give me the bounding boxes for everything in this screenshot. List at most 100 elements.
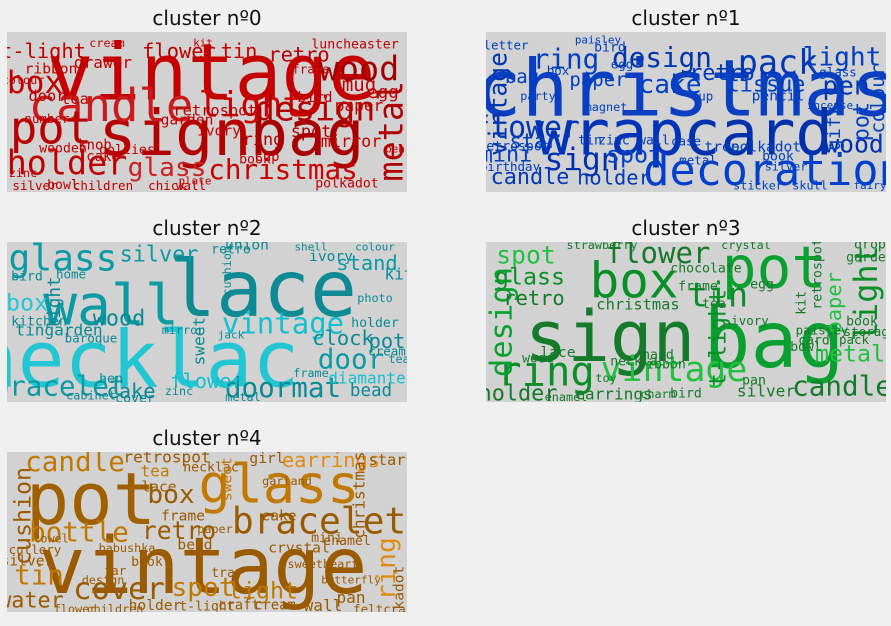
- word-drawer: drawer: [74, 53, 132, 72]
- word-kitchen: kitchen: [11, 315, 67, 330]
- word-tea: tea: [61, 90, 89, 108]
- word-pack: pack: [839, 332, 870, 347]
- word-kit: kit: [384, 265, 407, 284]
- word-bracelet: bracelet: [232, 499, 406, 542]
- word-hen: hen: [99, 372, 123, 387]
- word-pen: pen: [822, 71, 869, 101]
- word-candle: candle: [491, 165, 570, 190]
- word-light: light: [199, 86, 304, 126]
- word-sweet: sweet: [219, 457, 236, 501]
- word-door: door: [28, 87, 65, 105]
- word-wall: wall: [638, 133, 670, 148]
- word-design: design: [612, 41, 712, 74]
- word-cake: cake: [261, 508, 296, 525]
- word-wrap: wrap: [535, 96, 685, 169]
- word-paper: paper: [822, 272, 846, 333]
- word-t-light: t-light: [7, 39, 86, 63]
- word-ring: ring: [533, 43, 599, 76]
- word-cup: cup: [254, 149, 279, 165]
- word-paper: paper: [335, 96, 384, 115]
- word-children: children: [87, 602, 144, 612]
- word-number: number: [24, 111, 70, 126]
- word-frame: frame: [678, 279, 718, 294]
- word-cake: cake: [638, 70, 701, 100]
- word-lace: lace: [141, 479, 176, 496]
- word-book: book: [762, 149, 794, 164]
- word-gift: gift: [823, 105, 845, 151]
- word-earrings: earrings: [282, 452, 380, 472]
- word-bag: bag: [505, 66, 539, 88]
- word-girl: girl: [249, 452, 284, 467]
- word-light: light: [228, 578, 298, 605]
- word-egg: egg: [750, 278, 774, 293]
- word-box: box: [547, 63, 570, 78]
- word-frame: frame: [161, 508, 205, 525]
- word-pot: pot: [850, 102, 875, 141]
- word-cloud: bag sign pot box ring vintage tin flower light ca…: [486, 242, 886, 402]
- word-silver: silver: [120, 242, 199, 267]
- word-ivory: ivory: [197, 123, 241, 140]
- word-box: box: [7, 65, 63, 101]
- word-light: light: [847, 245, 885, 341]
- word-storage: storage: [844, 324, 886, 339]
- word-retro: retro: [268, 42, 329, 66]
- word-knob: knob: [78, 138, 111, 154]
- word-flower: flower: [54, 602, 97, 612]
- word-sticker: sticker: [733, 179, 783, 192]
- word-retrospot: retrospot: [811, 242, 826, 310]
- chart-title: cluster nº1: [631, 6, 741, 30]
- word-bead: bead: [177, 536, 212, 553]
- word-light: light: [803, 43, 882, 73]
- word-star: star: [368, 452, 405, 469]
- word-drop: drop: [854, 242, 886, 253]
- cluster-panel-0: cluster nº0 vintage sign bag candle pot holde…: [7, 6, 407, 206]
- word-light: light: [45, 276, 65, 329]
- word-polkadot: polkadot: [391, 566, 408, 612]
- word-cover: cover: [115, 391, 155, 402]
- word-wood: wood: [319, 49, 399, 88]
- word-cake: cake: [106, 379, 155, 402]
- word-design: design: [486, 267, 520, 377]
- word-pencil: pencil: [752, 88, 805, 105]
- word-mirror: mirror: [162, 323, 205, 337]
- word-luncheaster: luncheaster: [311, 37, 398, 52]
- word-ribbon: ribbon: [638, 358, 686, 373]
- word-spot: spot: [496, 242, 555, 269]
- word-kit: kit: [795, 291, 810, 315]
- word-pan: pan: [336, 588, 365, 607]
- word-zinc: zinc: [165, 384, 193, 398]
- word-chick: chick: [148, 178, 186, 192]
- word-spot: spot: [606, 142, 662, 169]
- word-mirror: mirror: [321, 131, 382, 151]
- word-candle: candle: [25, 452, 125, 478]
- word-book: book: [239, 153, 271, 168]
- word-box: box: [590, 251, 679, 309]
- word-polkadot: polkadot: [731, 139, 801, 156]
- word-vintage: vintage: [39, 522, 368, 612]
- word-metal: metal: [815, 341, 885, 368]
- word-holder: holder: [351, 316, 399, 331]
- word-vintage: vintage: [486, 52, 513, 156]
- word-bird: bird: [297, 89, 332, 106]
- word-wood: wood: [93, 306, 146, 331]
- word-pot: pot: [722, 242, 826, 302]
- chart-title: cluster nº3: [631, 216, 741, 240]
- word-christmas: christmas: [350, 452, 369, 539]
- word-sign: sign: [525, 295, 696, 378]
- word-tissue: tissue: [727, 72, 806, 97]
- word-spot: spot: [291, 121, 331, 141]
- word-birthday: birthday: [486, 159, 541, 174]
- word-necklac: necklac: [183, 461, 239, 476]
- word-letter: letter: [486, 37, 529, 52]
- word-mini: mini: [311, 531, 343, 546]
- word-crystal: crystal: [268, 540, 330, 557]
- cluster-panel-3: cluster nº3 bag sign pot box ring vintage tin f…: [486, 216, 886, 416]
- word-retro: retro: [689, 61, 755, 86]
- word-spot: spot: [171, 573, 234, 603]
- word-t-light: t-light: [179, 600, 235, 612]
- word-wood: wood: [824, 130, 883, 159]
- word-tea: tea: [140, 462, 169, 481]
- word-cloud: vintage sign bag candle pot holder light design…: [7, 32, 407, 192]
- word-cushion: cushion: [10, 467, 37, 565]
